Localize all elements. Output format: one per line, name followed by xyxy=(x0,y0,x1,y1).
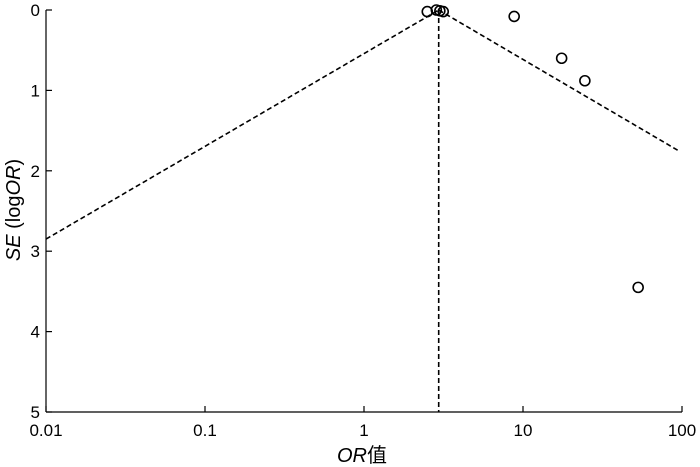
y-tick-label: 5 xyxy=(31,403,40,422)
study-points xyxy=(421,4,644,294)
funnel-line xyxy=(438,9,679,152)
funnel-lines xyxy=(45,9,679,412)
x-axis-title: OR值 xyxy=(337,444,387,467)
y-tick-label: 3 xyxy=(31,242,40,261)
funnel-line xyxy=(45,9,440,240)
x-tick-label: 0.01 xyxy=(29,421,62,440)
x-tick-label: 10 xyxy=(514,421,533,440)
study-point xyxy=(437,5,450,18)
y-axis-title-mid: (log xyxy=(3,196,25,235)
y-tick-label: 2 xyxy=(31,162,40,181)
study-point xyxy=(508,10,520,23)
study-point xyxy=(579,74,591,87)
x-tick-label: 100 xyxy=(668,421,696,440)
study-point xyxy=(632,281,644,294)
y-axis-title-italic: SE xyxy=(3,234,25,261)
x-tick-label: 1 xyxy=(359,421,368,440)
study-point xyxy=(555,52,568,65)
y-axis: 0 1 2 3 4 5 xyxy=(31,1,52,422)
x-axis: 0.01 0.1 1 10 100 xyxy=(29,406,696,440)
x-axis-title-italic: OR xyxy=(337,445,367,467)
y-axis-title-italic2: OR xyxy=(3,166,25,196)
y-tick-label: 1 xyxy=(31,81,40,100)
x-axis-title-suffix: 值 xyxy=(367,444,387,467)
y-tick-label: 0 xyxy=(31,1,40,20)
y-axis-title-close: ) xyxy=(3,159,25,166)
y-axis-title: SE (logOR) xyxy=(3,159,25,261)
x-tick-label: 0.1 xyxy=(193,421,217,440)
y-tick-label: 4 xyxy=(31,323,40,342)
